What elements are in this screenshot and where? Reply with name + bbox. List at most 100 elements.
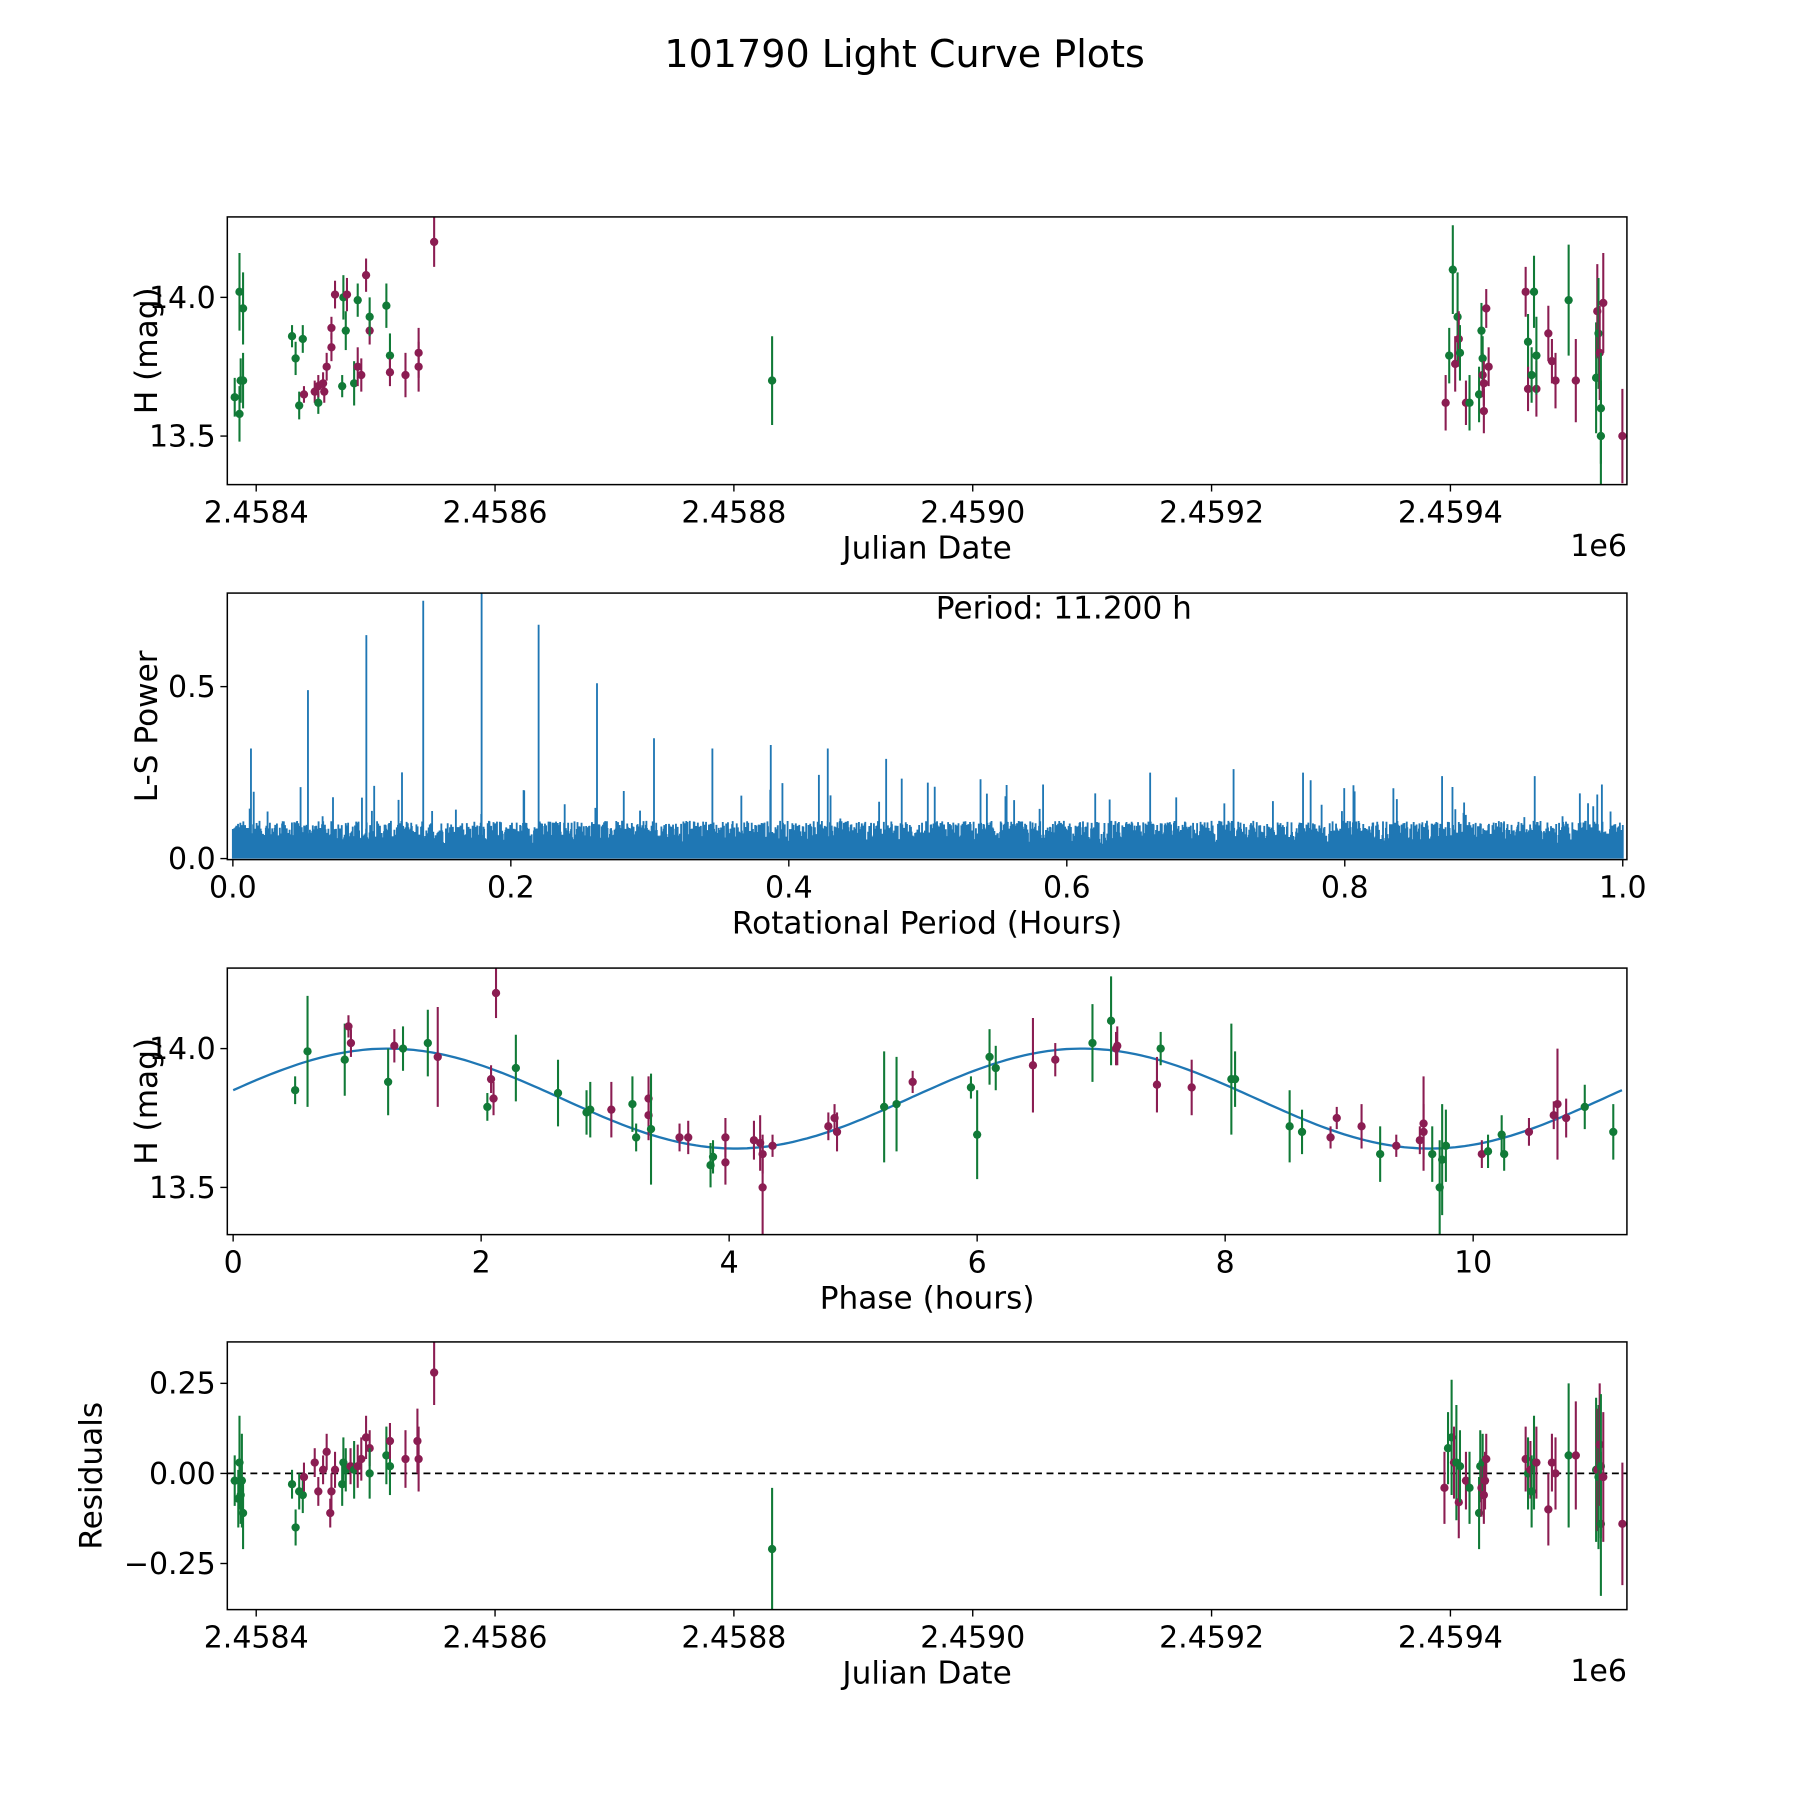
point-marker [357, 370, 366, 380]
data-point [235, 386, 244, 442]
point-marker [1594, 329, 1603, 338]
point-marker [1051, 1055, 1060, 1064]
point-marker [290, 1086, 300, 1095]
point-marker [291, 1523, 300, 1532]
point-marker [1332, 1113, 1341, 1123]
point-marker [675, 1133, 684, 1142]
data-point [361, 258, 371, 292]
data-point [1596, 380, 1606, 485]
data-point [1441, 1109, 1451, 1182]
point-marker [1571, 1451, 1580, 1460]
x-axis-label: Julian Date [840, 530, 1011, 566]
data-point [1571, 1401, 1580, 1510]
point-marker [684, 1133, 693, 1142]
point-marker [985, 1052, 994, 1062]
x-tick-label: 0 [224, 1246, 243, 1281]
data-point [483, 1093, 492, 1121]
point-marker [238, 376, 248, 385]
plot-area [232, 968, 1623, 1235]
point-marker [646, 1124, 656, 1134]
point-marker [298, 334, 307, 344]
data-point [1599, 252, 1608, 353]
point-marker [298, 1490, 307, 1500]
point-marker [382, 1451, 391, 1460]
point-marker [357, 1454, 366, 1464]
point-marker [1441, 1141, 1451, 1150]
data-point [1392, 1134, 1401, 1157]
point-marker [1524, 1127, 1534, 1137]
x-tick-label: 2.4586 [443, 496, 548, 531]
x-tick-label: 0.2 [487, 871, 535, 906]
data-point [1441, 375, 1450, 431]
point-marker [349, 379, 359, 388]
data-point [1497, 1115, 1506, 1155]
panel-periodogram: Period: 11.200 h 0.0 0.2 0.4 0.6 0.8 1.0 0.0 0.5… [129, 590, 1647, 941]
x-tick-label: 2.4590 [920, 1621, 1025, 1656]
point-marker [414, 362, 423, 371]
point-marker [295, 401, 304, 410]
panel-phased-curve: 0 2 4 6 8 10 13.5 14.0 Phase (hours) H (mag) [129, 967, 1628, 1316]
point-marker [401, 1454, 410, 1464]
point-marker [1482, 1454, 1491, 1464]
data-point [908, 1070, 917, 1094]
point-marker [327, 1487, 336, 1496]
data-point [238, 1477, 248, 1550]
data-point [553, 1059, 563, 1127]
x-tick-label: 2.4584 [204, 1621, 309, 1656]
data-point [966, 1076, 976, 1099]
data-point [1477, 302, 1486, 359]
y-tick-label: −0.25 [124, 1547, 216, 1582]
point-marker [1106, 1016, 1116, 1025]
data-point [675, 1123, 684, 1152]
point-marker [235, 409, 244, 419]
point-marker [1479, 406, 1489, 416]
data-point [414, 1426, 423, 1492]
data-point [972, 1090, 982, 1180]
data-point [767, 1487, 777, 1610]
point-marker [1483, 1147, 1493, 1156]
panel-light-curve: 2.4584 2.4586 2.4588 2.4590 2.4592 2.4594 13.5… [129, 216, 1628, 566]
data-point [1547, 338, 1557, 384]
data-point [1547, 1433, 1557, 1492]
data-point [346, 1029, 356, 1057]
data-point [1478, 336, 1487, 381]
data-point [768, 1134, 777, 1157]
point-marker [1618, 1519, 1627, 1529]
data-point [607, 1081, 616, 1138]
data-point [1551, 1437, 1560, 1510]
x-axis-label: Rotational Period (Hours) [732, 905, 1122, 941]
data-point [1532, 316, 1541, 395]
data-point [1500, 1137, 1509, 1171]
data-point [357, 358, 366, 392]
data-point [230, 377, 239, 417]
point-marker [1326, 1133, 1335, 1142]
point-marker [1479, 379, 1489, 388]
data-point [1524, 1118, 1534, 1146]
point-marker [491, 988, 501, 998]
data-point [489, 1081, 498, 1116]
point-marker [1478, 354, 1487, 363]
data-point [341, 311, 350, 351]
data-point [1419, 1104, 1428, 1160]
point-marker [299, 390, 309, 399]
point-marker [433, 1052, 442, 1062]
data-point [361, 1415, 371, 1460]
data-point [287, 325, 297, 348]
point-marker [353, 362, 362, 371]
point-marker [1497, 1130, 1506, 1139]
data-point [879, 1051, 889, 1163]
x-tick-label: 2 [472, 1246, 491, 1281]
x-tick-label: 4 [720, 1246, 739, 1281]
data-point [1451, 336, 1460, 392]
data-point [646, 1073, 656, 1185]
axes-frame [226, 967, 1628, 1236]
data-point [1564, 244, 1573, 356]
data-point [1532, 1426, 1541, 1499]
point-marker [398, 1044, 408, 1053]
point-marker [340, 1055, 349, 1064]
data-point [235, 252, 244, 331]
data-point [832, 1112, 842, 1152]
point-marker [1088, 1038, 1097, 1048]
x-tick-label: 2.4590 [920, 496, 1025, 531]
data-point [1544, 1473, 1553, 1546]
